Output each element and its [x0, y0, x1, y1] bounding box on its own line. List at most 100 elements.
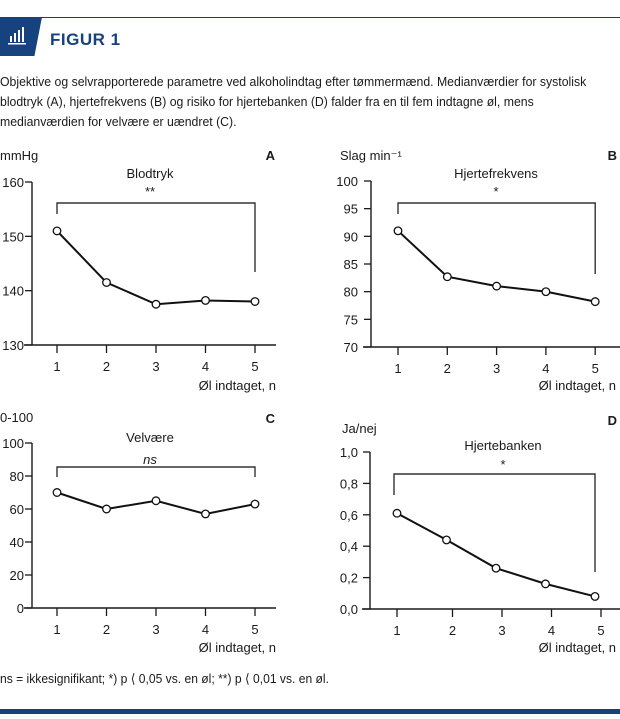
y-tick-label: 90: [344, 229, 358, 244]
x-tick-label: 1: [53, 622, 60, 637]
significance-bracket: [393, 473, 596, 572]
x-tick-label: 4: [202, 359, 209, 374]
figure-label: FIGUR 1: [50, 30, 121, 49]
x-tick-label: 2: [449, 623, 456, 638]
x-tick-label: 2: [444, 361, 451, 376]
x-tick-label: 1: [53, 359, 60, 374]
panel-letter: D: [608, 413, 617, 428]
data-point: [102, 278, 111, 287]
header-rule: [36, 17, 620, 18]
y-tick-label: 100: [2, 436, 24, 451]
chart-panel-a: 130 140 150 160 1 2 3 4 5 Blodtryk ** mmHg A Øl indta…: [0, 148, 276, 393]
data-point: [590, 297, 600, 307]
x-tick-label: 5: [251, 622, 258, 637]
x-axis-label: Øl indtaget, n: [539, 378, 616, 393]
x-tick-label: 3: [498, 623, 505, 638]
y-tick-label: 130: [2, 338, 24, 353]
chart-panel-b: 70 75 80 85 90 95 100 1 2 3 4 5 Hjertefrekvens * Slag …: [336, 148, 620, 393]
y-tick-label: 100: [336, 174, 358, 189]
y-tick-label: 95: [344, 202, 358, 217]
data-point: [590, 591, 600, 601]
y-tick-label: 0,8: [340, 476, 358, 491]
x-tick-label: 4: [542, 361, 549, 376]
chart-panel-c: 0 20 40 60 80 100 1 2 3 4 5 Velvære ns 0-100 C Øl indta…: [0, 410, 276, 655]
x-axis-label: Øl indtaget, n: [539, 640, 616, 655]
y-tick-label: 140: [2, 284, 24, 299]
x-tick-label: 4: [202, 622, 209, 637]
x-tick-label: 1: [394, 361, 401, 376]
data-point: [151, 299, 161, 309]
y-tick-label: 150: [2, 229, 24, 244]
figure-badge: [0, 17, 42, 56]
data-point: [102, 504, 111, 514]
chart-title: Velvære: [126, 430, 174, 445]
data-point: [491, 563, 501, 573]
x-tick-label: 4: [548, 623, 555, 638]
x-tick-label: 5: [592, 361, 599, 376]
series-line: [396, 512, 596, 598]
y-tick-label: 0,4: [340, 539, 358, 554]
y-tick-label: 40: [10, 535, 24, 550]
x-tick-label: 5: [597, 623, 604, 638]
x-tick-label: 2: [103, 622, 110, 637]
significance-bracket: [56, 466, 256, 477]
significance-bracket: [397, 202, 596, 274]
panel-letter: B: [608, 148, 617, 163]
y-axis-label: mmHg: [0, 148, 38, 163]
data-point: [442, 272, 452, 282]
y-tick-label: 60: [10, 502, 24, 517]
series-line: [397, 230, 596, 303]
y-tick-label: 75: [344, 312, 358, 327]
data-point: [52, 488, 62, 497]
panel-letter: C: [266, 411, 276, 426]
y-tick-label: 80: [10, 469, 24, 484]
significance-label: ns: [143, 452, 157, 467]
y-axis-label: Ja/nej: [342, 421, 377, 436]
data-point: [393, 226, 403, 236]
data-point: [492, 281, 502, 291]
y-tick-label: 70: [344, 340, 358, 355]
y-tick-label: 0,0: [340, 602, 358, 617]
data-point: [250, 499, 260, 509]
figure-caption: Objektive og selvrapporterede parametre …: [0, 74, 587, 129]
x-tick-label: 1: [393, 623, 400, 638]
x-tick-label: 2: [103, 359, 110, 374]
x-tick-label: 5: [251, 359, 258, 374]
y-tick-label: 0: [17, 601, 24, 616]
significance-label: **: [145, 184, 155, 199]
chart-title: Hjertebanken: [464, 438, 541, 453]
data-point: [201, 509, 210, 519]
figure-footnote: ns = ikkesignifikant; *) p ⟨ 0,05 vs. en…: [0, 671, 329, 686]
chart-panel-d: 0,0 0,2 0,4 0,6 0,8 1,0 1 2 3 4 5 Hjertebanken * Ja/n…: [340, 413, 620, 655]
x-axis-label: Øl indtaget, n: [199, 378, 276, 393]
data-point: [392, 508, 402, 518]
data-point: [541, 579, 550, 589]
x-axis-label: Øl indtaget, n: [199, 640, 276, 655]
y-axis-label: Slag min⁻¹: [340, 148, 402, 163]
y-tick-label: 1,0: [340, 445, 358, 460]
y-tick-label: 20: [10, 568, 24, 583]
data-point: [250, 297, 260, 306]
data-point: [442, 535, 451, 545]
y-tick-label: 80: [344, 285, 358, 300]
data-point: [52, 226, 62, 236]
chart-title: Hjertefrekvens: [454, 166, 538, 181]
significance-label: *: [500, 457, 505, 472]
y-tick-label: 160: [2, 175, 24, 190]
bar-chart-icon: [8, 27, 26, 45]
significance-label: *: [493, 184, 498, 199]
y-tick-label: 0,2: [340, 571, 358, 586]
data-point: [151, 496, 161, 506]
chart-title: Blodtryk: [127, 166, 174, 181]
y-axis-label: 0-100: [0, 410, 33, 425]
x-tick-label: 3: [152, 622, 159, 637]
y-tick-label: 85: [344, 257, 358, 272]
footer-rule: [0, 709, 620, 714]
panel-letter: A: [266, 148, 276, 163]
y-tick-label: 0,6: [340, 508, 358, 523]
x-tick-label: 3: [493, 361, 500, 376]
x-tick-label: 3: [152, 359, 159, 374]
series-line: [56, 230, 256, 306]
significance-bracket: [56, 202, 256, 272]
